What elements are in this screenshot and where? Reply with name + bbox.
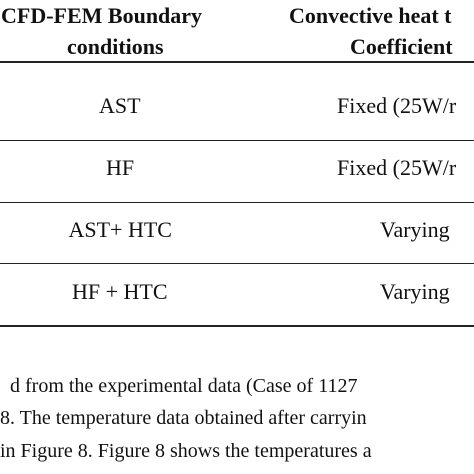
header-cell: Coefficient: [350, 34, 453, 59]
header-cell: conditions: [67, 34, 164, 59]
row-rule: [0, 140, 474, 141]
paragraph-line: in Figure 8. Figure 8 shows the temperat…: [0, 440, 372, 462]
table-cell: Fixed (25W/r: [337, 155, 457, 180]
paragraph-line: d from the experimental data (Case of 11…: [10, 375, 358, 397]
table-cell: AST: [99, 93, 141, 118]
bottom-rule: [0, 325, 474, 327]
header-cell: Convective heat t: [289, 3, 452, 28]
row-rule: [0, 202, 474, 203]
row-rule: [0, 263, 474, 264]
table-cell: Fixed (25W/r: [337, 93, 457, 118]
table-cell: HF: [106, 155, 135, 180]
table-cell: Varying: [380, 217, 450, 242]
table-cell: HF + HTC: [72, 279, 168, 304]
header-rule: [0, 61, 474, 63]
paragraph-line: 8. The temperature data obtained after c…: [0, 407, 367, 429]
table-cell: Varying: [380, 279, 450, 304]
header-cell: CFD-FEM Boundary: [1, 3, 203, 28]
table-cell: AST+ HTC: [68, 217, 172, 242]
